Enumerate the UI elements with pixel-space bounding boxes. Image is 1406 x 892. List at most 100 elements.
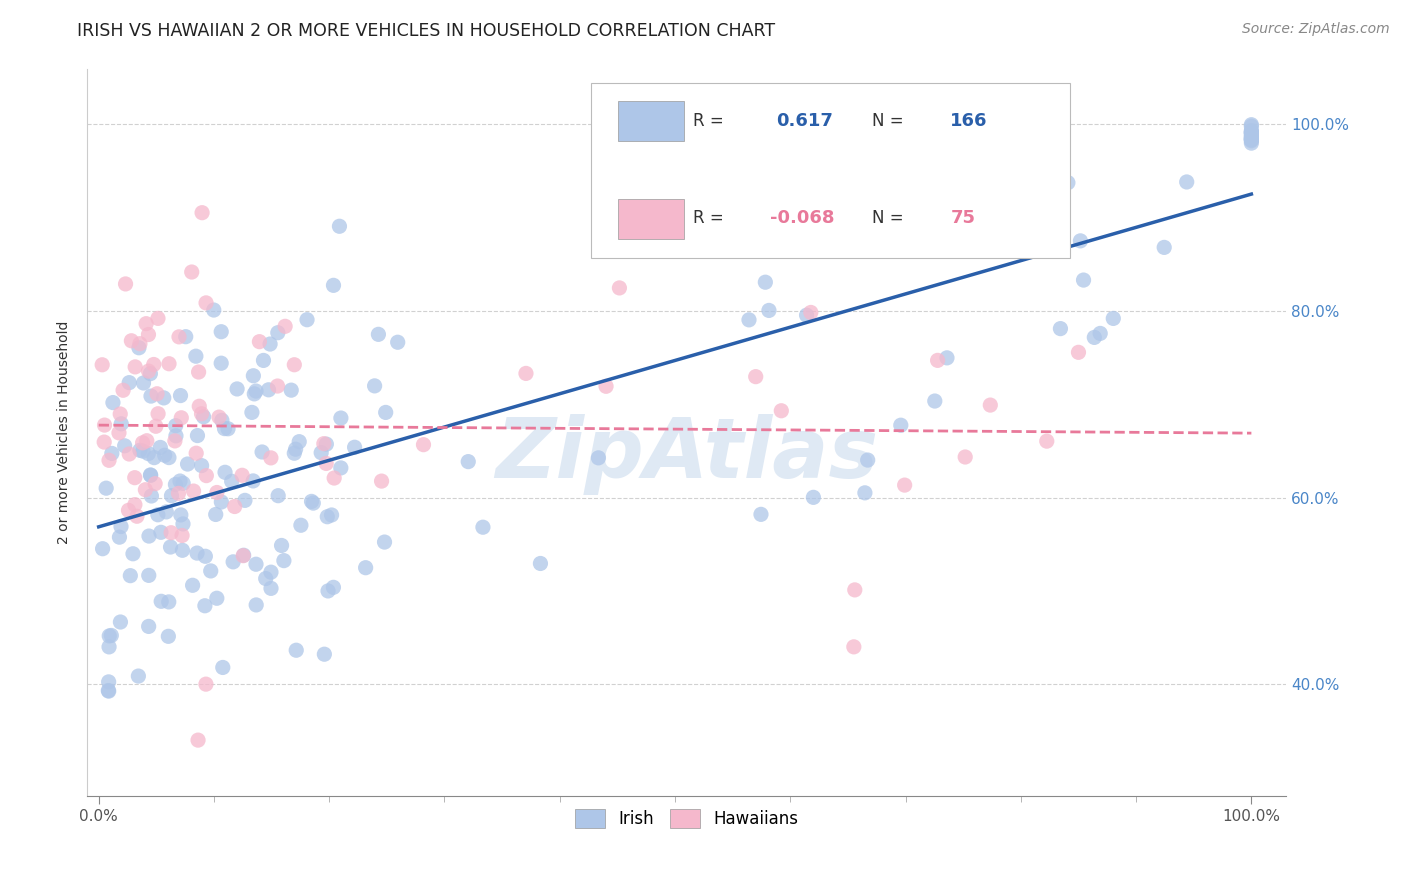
Point [250, 445, 273, 459]
Point [208, 410, 231, 425]
Point [97, 674, 120, 689]
Point [343, 440, 366, 454]
Point [97, 684, 120, 698]
Point [155, 505, 177, 519]
Point [167, 330, 190, 344]
Point [214, 465, 236, 479]
Point [194, 549, 217, 564]
Point [187, 733, 209, 747]
Point [302, 496, 325, 510]
Point [1049, 321, 1071, 335]
Text: R =: R = [693, 210, 723, 227]
Point [283, 358, 305, 372]
Point [288, 434, 311, 449]
Point [183, 484, 205, 499]
Point [139, 467, 162, 482]
Point [138, 619, 160, 633]
Point [163, 434, 186, 448]
Point [110, 417, 132, 431]
Point [588, 450, 610, 465]
Point [260, 565, 283, 579]
Point [204, 508, 226, 522]
Point [190, 458, 212, 473]
Point [110, 615, 132, 629]
Point [101, 395, 124, 409]
Point [274, 319, 297, 334]
Point [387, 335, 409, 350]
Point [1240, 132, 1263, 146]
Point [1240, 125, 1263, 139]
Point [354, 560, 377, 574]
Point [180, 265, 202, 279]
Point [609, 281, 631, 295]
Point [222, 555, 245, 569]
Point [195, 296, 218, 310]
Point [270, 539, 292, 553]
Point [1240, 120, 1263, 134]
FancyBboxPatch shape [619, 200, 685, 239]
Point [233, 493, 256, 508]
Point [165, 429, 187, 443]
Point [135, 317, 157, 331]
Point [128, 341, 150, 355]
Point [936, 351, 959, 365]
Point [125, 509, 148, 524]
Point [134, 483, 156, 497]
Point [1240, 132, 1263, 146]
Point [146, 508, 169, 522]
Point [1240, 132, 1263, 146]
Point [367, 327, 389, 342]
Point [243, 387, 266, 401]
Point [131, 435, 153, 450]
Point [1240, 134, 1263, 148]
Point [529, 557, 551, 571]
Point [796, 308, 818, 322]
Point [112, 384, 135, 398]
Point [267, 326, 290, 340]
Point [1240, 125, 1263, 139]
Point [138, 529, 160, 543]
Point [260, 582, 283, 596]
Point [252, 353, 274, 368]
Point [1175, 175, 1198, 189]
Point [202, 303, 225, 318]
Point [157, 450, 180, 465]
Point [1083, 330, 1105, 344]
Point [273, 554, 295, 568]
Point [280, 383, 302, 397]
Point [890, 418, 912, 433]
Point [93, 418, 115, 433]
Point [122, 547, 145, 561]
Point [193, 409, 215, 424]
Point [135, 434, 157, 448]
Point [138, 364, 160, 378]
Point [285, 643, 308, 657]
Point [301, 494, 323, 508]
Point [191, 205, 214, 219]
Point [211, 660, 233, 674]
Point [1240, 118, 1263, 132]
Point [138, 568, 160, 582]
Point [110, 519, 132, 533]
Point [165, 477, 187, 491]
Point [153, 448, 176, 462]
Point [744, 369, 766, 384]
Point [283, 446, 305, 460]
Point [471, 520, 494, 534]
Point [167, 486, 190, 500]
Point [1057, 176, 1080, 190]
Point [249, 334, 271, 349]
Point [100, 628, 122, 642]
Point [595, 379, 617, 393]
Point [176, 457, 198, 471]
Point [165, 418, 187, 433]
Point [749, 508, 772, 522]
Point [124, 498, 146, 512]
Point [186, 428, 208, 442]
Text: 75: 75 [950, 210, 976, 227]
Point [157, 595, 180, 609]
Point [96, 481, 118, 495]
Point [245, 598, 267, 612]
Point [146, 407, 169, 421]
Point [157, 629, 180, 643]
